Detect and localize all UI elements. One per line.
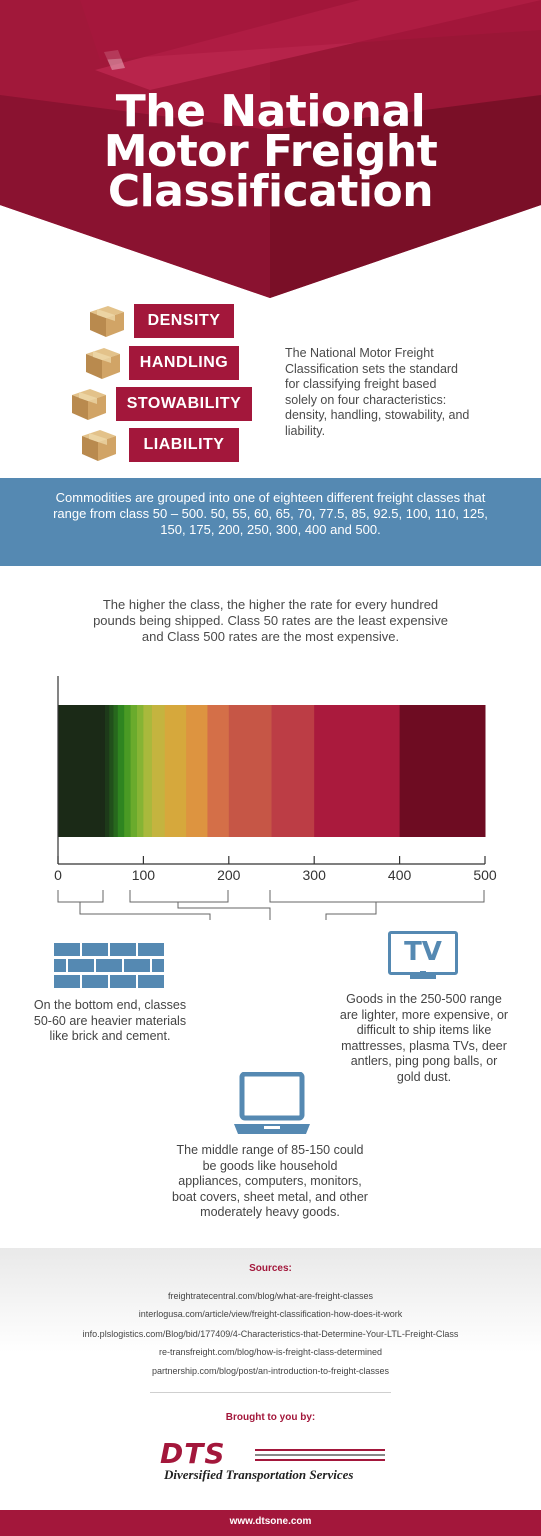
dts-logo: DTS Diversified Transportation Services xyxy=(160,1440,385,1485)
sources-divider xyxy=(150,1392,391,1393)
class-segment xyxy=(207,705,230,837)
bracket-high-connector xyxy=(325,902,377,920)
class-segment xyxy=(314,705,401,837)
bracket-low xyxy=(57,890,104,903)
class-segment xyxy=(100,705,106,837)
bracket-high xyxy=(269,890,485,903)
cardboard-box-icon xyxy=(82,430,116,461)
tv-icon: TV xyxy=(388,931,458,983)
freight-class-chart: 0 100 200 300 400 500 xyxy=(54,676,497,920)
bracket-mid-connector xyxy=(177,902,271,920)
brought-by-label: Brought to you by: xyxy=(225,1412,316,1423)
bracket-mid xyxy=(129,890,229,903)
class-segment xyxy=(399,705,486,837)
title-line-3: Classification xyxy=(107,166,434,217)
source-link[interactable]: partnership.com/blog/post/an-introductio… xyxy=(151,1366,390,1376)
tick-label: 100 xyxy=(132,867,156,883)
page-title: The National Motor Freight Classificatio… xyxy=(0,86,541,217)
rate-paragraph: The higher the class, the higher the rat… xyxy=(93,597,448,644)
intro-paragraph: The National Motor Freight Classificatio… xyxy=(285,346,470,438)
dts-logo-name: DTS xyxy=(160,1437,226,1470)
class-segment xyxy=(143,705,153,837)
dts-logo-tagline: Diversified Transportation Services xyxy=(164,1467,354,1482)
footer-bar xyxy=(0,1510,541,1536)
source-link[interactable]: freightratecentral.com/blog/what-are-fre… xyxy=(167,1291,374,1301)
laptop-icon xyxy=(234,1072,310,1134)
header-banner xyxy=(0,0,541,298)
class-segment xyxy=(109,705,115,837)
classes-band xyxy=(0,478,541,566)
tv-icon-text: TV xyxy=(404,937,442,967)
characteristic-density: DENSITY xyxy=(134,304,234,338)
class-segment xyxy=(186,705,208,837)
tick-label: 500 xyxy=(473,867,497,883)
tick-label: 300 xyxy=(303,867,327,883)
title-line-1: The National xyxy=(115,86,426,137)
classes-paragraph: Commodities are grouped into one of eigh… xyxy=(53,490,488,537)
tick-label: 200 xyxy=(217,867,241,883)
sources-title: Sources: xyxy=(249,1263,292,1274)
cardboard-box-icon xyxy=(72,389,106,420)
brick-wall-icon xyxy=(54,943,164,988)
class-segment xyxy=(113,705,119,837)
class-segments xyxy=(58,705,486,837)
class-segment xyxy=(151,705,166,837)
chart-ticks: 0 100 200 300 400 500 xyxy=(54,856,497,883)
characteristic-stowability: STOWABILITY xyxy=(116,387,252,421)
tick-label: 0 xyxy=(54,867,62,883)
range-brackets xyxy=(57,890,485,920)
footer-url[interactable]: www.dtsone.com xyxy=(229,1516,312,1527)
characteristic-liability: LIABILITY xyxy=(129,428,239,462)
class-segment xyxy=(124,705,132,837)
class-segment xyxy=(164,705,187,837)
high-range-description: Goods in the 250-500 range are lighter, … xyxy=(339,992,509,1084)
class-segment xyxy=(104,705,110,837)
title-line-2: Motor Freight xyxy=(103,126,438,177)
characteristic-handling: HANDLING xyxy=(129,346,239,380)
bracket-low-connector xyxy=(79,902,211,920)
source-link[interactable]: info.plslogistics.com/Blog/bid/177409/4-… xyxy=(82,1329,459,1339)
tick-label: 400 xyxy=(388,867,412,883)
sources-section xyxy=(0,1248,541,1510)
class-segment xyxy=(117,705,125,837)
source-link[interactable]: re-transfreight.com/blog/how-is-freight-… xyxy=(158,1347,383,1357)
source-link[interactable]: interlogusa.com/article/view/freight-cla… xyxy=(138,1309,403,1319)
class-segment xyxy=(130,705,138,837)
cardboard-box-icon xyxy=(86,348,120,379)
low-range-description: On the bottom end, classes 50-60 are hea… xyxy=(33,998,187,1043)
class-segment xyxy=(271,705,315,837)
class-segment xyxy=(136,705,144,837)
cardboard-box-icon xyxy=(90,306,124,337)
mid-range-description: The middle range of 85-150 could be good… xyxy=(172,1143,368,1219)
class-segment xyxy=(58,705,102,837)
class-segment xyxy=(228,705,272,837)
